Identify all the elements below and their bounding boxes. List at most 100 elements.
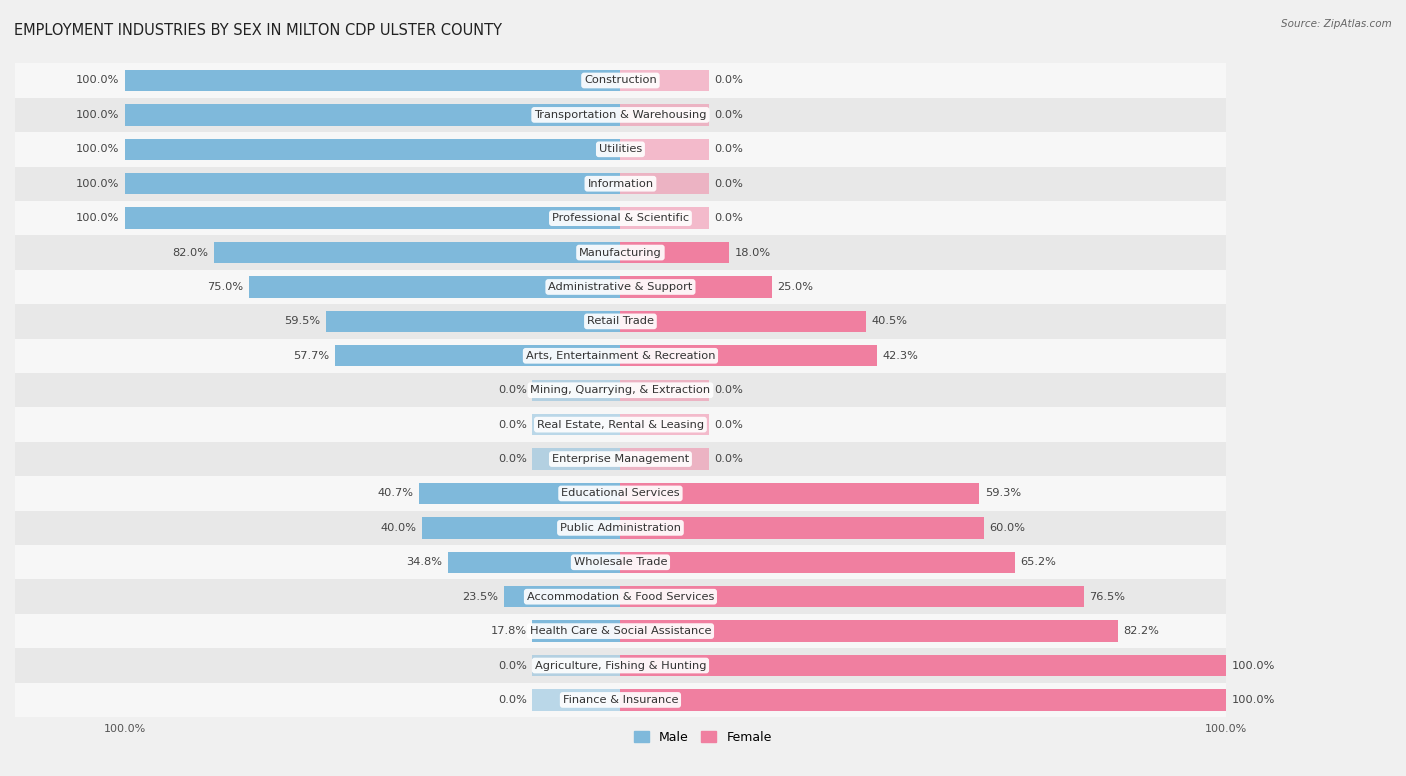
- Text: 100.0%: 100.0%: [1232, 660, 1275, 670]
- Bar: [533, 689, 620, 711]
- Bar: [326, 310, 620, 332]
- Bar: [620, 276, 772, 298]
- Text: 57.7%: 57.7%: [292, 351, 329, 361]
- Text: Arts, Entertainment & Recreation: Arts, Entertainment & Recreation: [526, 351, 716, 361]
- Bar: [422, 517, 620, 539]
- Text: 0.0%: 0.0%: [714, 454, 742, 464]
- Bar: [15, 64, 1226, 98]
- Bar: [620, 517, 984, 539]
- Text: Professional & Scientific: Professional & Scientific: [553, 213, 689, 223]
- Text: Utilities: Utilities: [599, 144, 643, 154]
- Text: 0.0%: 0.0%: [714, 144, 742, 154]
- Text: Manufacturing: Manufacturing: [579, 248, 662, 258]
- Bar: [620, 139, 709, 160]
- Bar: [15, 373, 1226, 407]
- Bar: [15, 235, 1226, 270]
- Text: Health Care & Social Assistance: Health Care & Social Assistance: [530, 626, 711, 636]
- Text: 0.0%: 0.0%: [714, 213, 742, 223]
- Text: Construction: Construction: [583, 75, 657, 85]
- Text: 0.0%: 0.0%: [498, 660, 527, 670]
- Text: 17.8%: 17.8%: [491, 626, 527, 636]
- Text: 76.5%: 76.5%: [1090, 591, 1125, 601]
- Text: Mining, Quarrying, & Extraction: Mining, Quarrying, & Extraction: [530, 385, 710, 395]
- Bar: [533, 621, 620, 642]
- Bar: [15, 338, 1226, 373]
- Text: 75.0%: 75.0%: [207, 282, 243, 292]
- Text: 0.0%: 0.0%: [498, 695, 527, 705]
- Text: 0.0%: 0.0%: [498, 385, 527, 395]
- Legend: Male, Female: Male, Female: [630, 726, 776, 749]
- Text: Retail Trade: Retail Trade: [586, 317, 654, 327]
- Text: Accommodation & Food Services: Accommodation & Food Services: [527, 591, 714, 601]
- Text: 40.5%: 40.5%: [872, 317, 907, 327]
- Text: 40.0%: 40.0%: [381, 523, 416, 533]
- Bar: [620, 586, 1084, 608]
- Bar: [15, 648, 1226, 683]
- Bar: [620, 242, 730, 263]
- Bar: [15, 614, 1226, 648]
- Text: Source: ZipAtlas.com: Source: ZipAtlas.com: [1281, 19, 1392, 29]
- Text: 0.0%: 0.0%: [714, 75, 742, 85]
- Bar: [533, 414, 620, 435]
- Bar: [419, 483, 620, 504]
- Bar: [15, 683, 1226, 717]
- Text: 0.0%: 0.0%: [498, 420, 527, 430]
- Text: 40.7%: 40.7%: [377, 488, 413, 498]
- Text: Enterprise Management: Enterprise Management: [551, 454, 689, 464]
- Text: 34.8%: 34.8%: [406, 557, 443, 567]
- Bar: [533, 379, 620, 401]
- Bar: [620, 621, 1118, 642]
- Bar: [503, 586, 620, 608]
- Bar: [214, 242, 620, 263]
- Text: Finance & Insurance: Finance & Insurance: [562, 695, 678, 705]
- Bar: [15, 201, 1226, 235]
- Bar: [249, 276, 620, 298]
- Text: 59.3%: 59.3%: [986, 488, 1021, 498]
- Bar: [620, 483, 980, 504]
- Text: 100.0%: 100.0%: [76, 110, 120, 120]
- Text: 0.0%: 0.0%: [714, 178, 742, 189]
- Bar: [620, 449, 709, 469]
- Text: EMPLOYMENT INDUSTRIES BY SEX IN MILTON CDP ULSTER COUNTY: EMPLOYMENT INDUSTRIES BY SEX IN MILTON C…: [14, 23, 502, 38]
- Bar: [335, 345, 620, 366]
- Bar: [15, 580, 1226, 614]
- Bar: [125, 70, 620, 91]
- Bar: [449, 552, 620, 573]
- Text: 18.0%: 18.0%: [735, 248, 770, 258]
- Bar: [125, 173, 620, 195]
- Bar: [15, 270, 1226, 304]
- Bar: [533, 655, 620, 676]
- Bar: [15, 167, 1226, 201]
- Bar: [15, 98, 1226, 132]
- Text: Public Administration: Public Administration: [560, 523, 681, 533]
- Text: 60.0%: 60.0%: [990, 523, 1025, 533]
- Text: 0.0%: 0.0%: [498, 454, 527, 464]
- Bar: [15, 132, 1226, 167]
- Bar: [15, 442, 1226, 476]
- Text: 100.0%: 100.0%: [76, 144, 120, 154]
- Text: Real Estate, Rental & Leasing: Real Estate, Rental & Leasing: [537, 420, 704, 430]
- Text: Agriculture, Fishing & Hunting: Agriculture, Fishing & Hunting: [534, 660, 706, 670]
- Text: 0.0%: 0.0%: [714, 385, 742, 395]
- Bar: [15, 476, 1226, 511]
- Text: Administrative & Support: Administrative & Support: [548, 282, 693, 292]
- Bar: [15, 545, 1226, 580]
- Bar: [533, 449, 620, 469]
- Bar: [620, 689, 1226, 711]
- Text: 82.0%: 82.0%: [173, 248, 208, 258]
- Text: 100.0%: 100.0%: [76, 178, 120, 189]
- Text: 59.5%: 59.5%: [284, 317, 321, 327]
- Bar: [620, 552, 1015, 573]
- Text: 0.0%: 0.0%: [714, 110, 742, 120]
- Bar: [125, 139, 620, 160]
- Bar: [620, 379, 709, 401]
- Bar: [15, 407, 1226, 442]
- Bar: [620, 207, 709, 229]
- Text: Information: Information: [588, 178, 654, 189]
- Text: 100.0%: 100.0%: [1232, 695, 1275, 705]
- Text: Transportation & Warehousing: Transportation & Warehousing: [534, 110, 707, 120]
- Bar: [15, 511, 1226, 545]
- Text: 0.0%: 0.0%: [714, 420, 742, 430]
- Bar: [620, 70, 709, 91]
- Bar: [620, 310, 866, 332]
